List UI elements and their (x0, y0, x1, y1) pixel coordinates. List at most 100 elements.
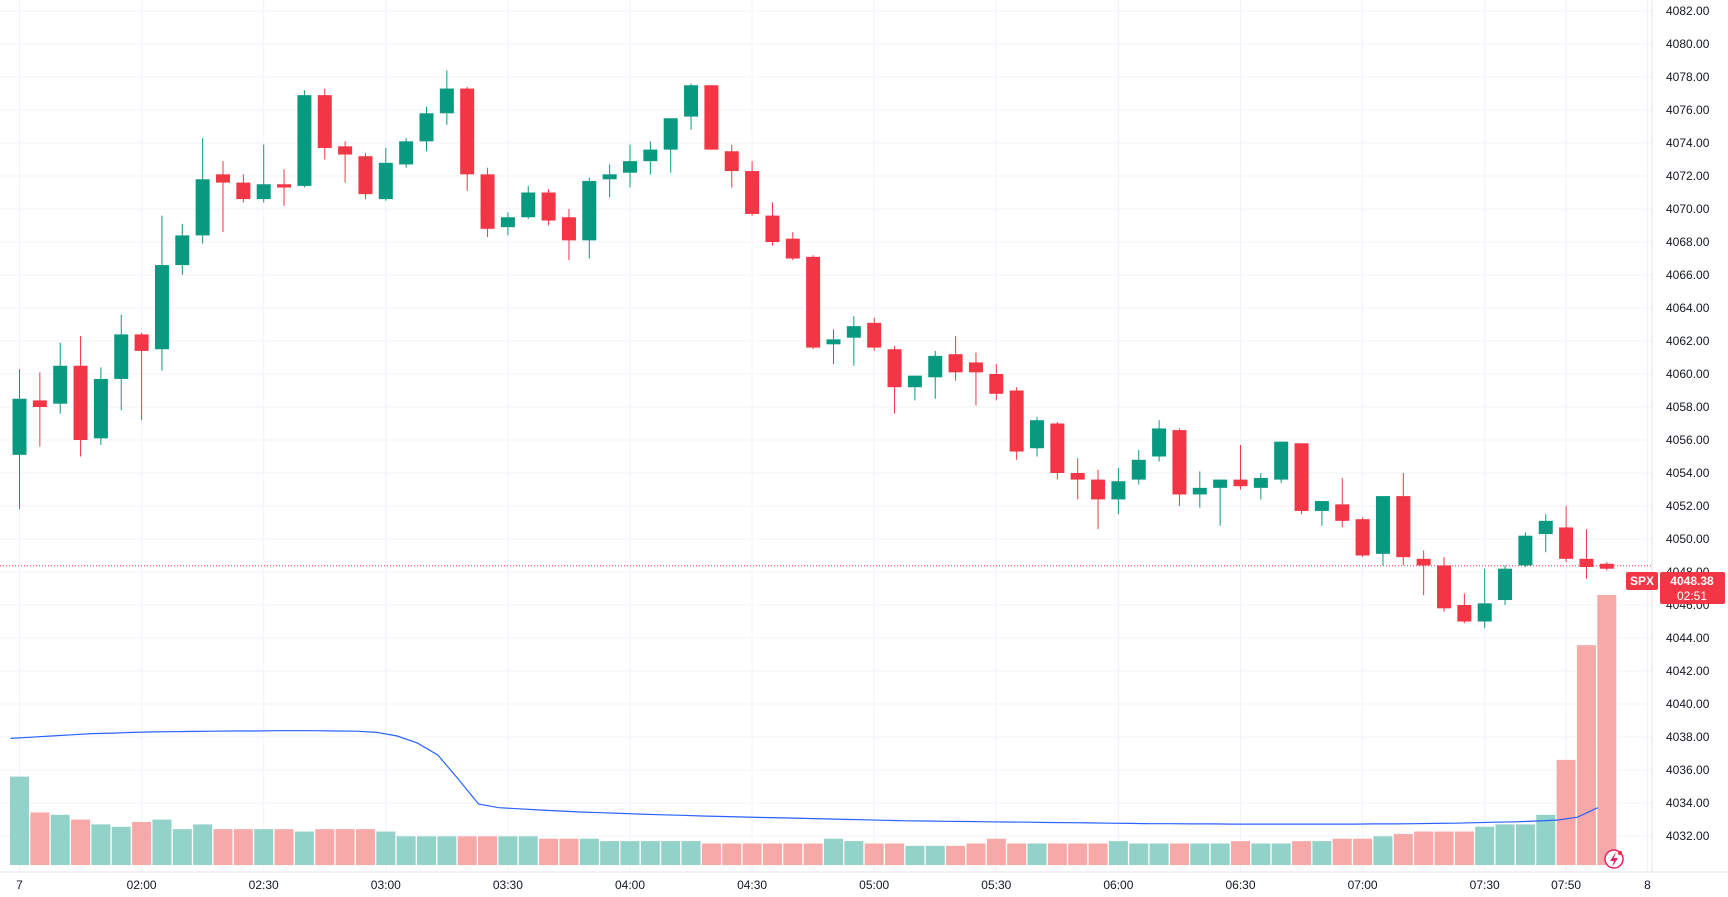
candle-body (175, 235, 190, 266)
time-axis[interactable]: 7 02:00 02:30 03:00 03:30 04:00 04:30 05:00 05:3… (16, 878, 1651, 892)
price-tick-label: 4032.00 (1666, 829, 1710, 843)
candle-body (358, 156, 373, 195)
candle-body (297, 95, 312, 186)
candle-body (1070, 473, 1085, 480)
candle-body (785, 238, 800, 259)
candle (1233, 444, 1248, 490)
candle (1335, 477, 1350, 528)
volume-bar (335, 829, 355, 865)
candle-body (216, 174, 230, 183)
volume-bar (1515, 824, 1535, 865)
candle-body (195, 179, 210, 236)
candle (460, 86, 475, 191)
symbol-badge (1626, 572, 1658, 590)
candle-body (53, 365, 68, 404)
candle-body (1457, 605, 1472, 622)
volume-bar (152, 819, 172, 865)
price-tick-label: 4044.00 (1666, 631, 1710, 645)
candle-body (1579, 558, 1594, 568)
candle (1437, 557, 1451, 612)
volume-bar (864, 843, 884, 865)
candle-body (623, 161, 637, 173)
candle (419, 106, 434, 152)
volume-bar (1210, 843, 1230, 865)
candle-body (1437, 565, 1451, 609)
candle (826, 329, 841, 365)
candle-body (1274, 441, 1289, 480)
time-tick-label: 05:00 (859, 878, 889, 892)
candle-body (1477, 603, 1492, 622)
candle (1477, 568, 1492, 629)
price-tick-label: 4074.00 (1666, 136, 1710, 150)
price-tick-label: 4038.00 (1666, 730, 1710, 744)
candle (928, 350, 943, 399)
time-tick-label: 07:00 (1348, 878, 1378, 892)
volume-bar (824, 838, 843, 865)
volume-bar (1251, 843, 1271, 865)
volume-bar (91, 824, 111, 865)
candle (745, 161, 760, 216)
volume-bar (417, 836, 436, 865)
candle (1253, 473, 1268, 500)
price-tick-label: 4068.00 (1666, 235, 1710, 249)
volume-bar (376, 831, 396, 865)
price-tick-label: 4066.00 (1666, 268, 1710, 282)
candle (297, 90, 312, 188)
candle-body (561, 217, 576, 241)
time-tick-label: 02:00 (127, 878, 157, 892)
volume-bar (274, 829, 294, 865)
candle (968, 352, 983, 406)
candle-body (765, 215, 780, 242)
candle-body (419, 113, 434, 142)
volume-bar (1190, 843, 1210, 865)
symbol-label: SPX (1630, 574, 1654, 588)
volume-bar (905, 845, 925, 865)
volume-bar (437, 836, 457, 865)
volume-bar (1332, 838, 1352, 865)
volume-bar (681, 841, 701, 865)
lightning-icon[interactable] (1604, 849, 1624, 869)
volume-bar (1027, 843, 1047, 865)
volume-bar (579, 838, 599, 865)
candle (1538, 514, 1553, 553)
volume-bar (1495, 824, 1515, 865)
time-tick-label: 07:30 (1470, 878, 1500, 892)
price-tick-label: 4070.00 (1666, 202, 1710, 216)
volume-bar (986, 838, 1006, 865)
candle-body (1335, 504, 1350, 521)
candle (1559, 506, 1574, 563)
candle (582, 177, 597, 259)
candle-body (846, 326, 861, 338)
volume-bar (457, 836, 477, 865)
candle-body (602, 174, 617, 180)
candle-body (1233, 479, 1248, 487)
candle-body (134, 334, 149, 351)
price-tick-label: 4076.00 (1666, 103, 1710, 117)
candle (561, 209, 576, 261)
price-tick-label: 4082.00 (1666, 4, 1710, 18)
price-axis[interactable]: 4082.00 4080.00 4078.00 4076.00 4074.00 4072.… (1666, 4, 1710, 843)
volume-bar (640, 841, 660, 865)
candle (154, 215, 169, 371)
volume-bar (30, 812, 50, 865)
volume-bar (620, 841, 640, 865)
time-tick-label: 06:00 (1103, 878, 1133, 892)
price-tick-label: 4054.00 (1666, 466, 1710, 480)
volume-bar (742, 843, 762, 865)
candle (1192, 471, 1207, 508)
candle-body (439, 88, 454, 114)
volume-bar (1108, 841, 1128, 865)
volume-bar (1353, 838, 1373, 865)
candle-body (277, 184, 292, 188)
candle (1294, 443, 1309, 515)
volume-bar (1129, 843, 1149, 865)
candle (1599, 562, 1614, 571)
volume-bar (701, 843, 721, 865)
candle-body (12, 398, 27, 455)
candle (175, 223, 190, 275)
volume-bar (1088, 843, 1108, 865)
candle (1518, 532, 1533, 568)
candle-body (1172, 430, 1187, 495)
symbol-price-badge: SPX 4048.38 02:51 (1626, 572, 1725, 604)
